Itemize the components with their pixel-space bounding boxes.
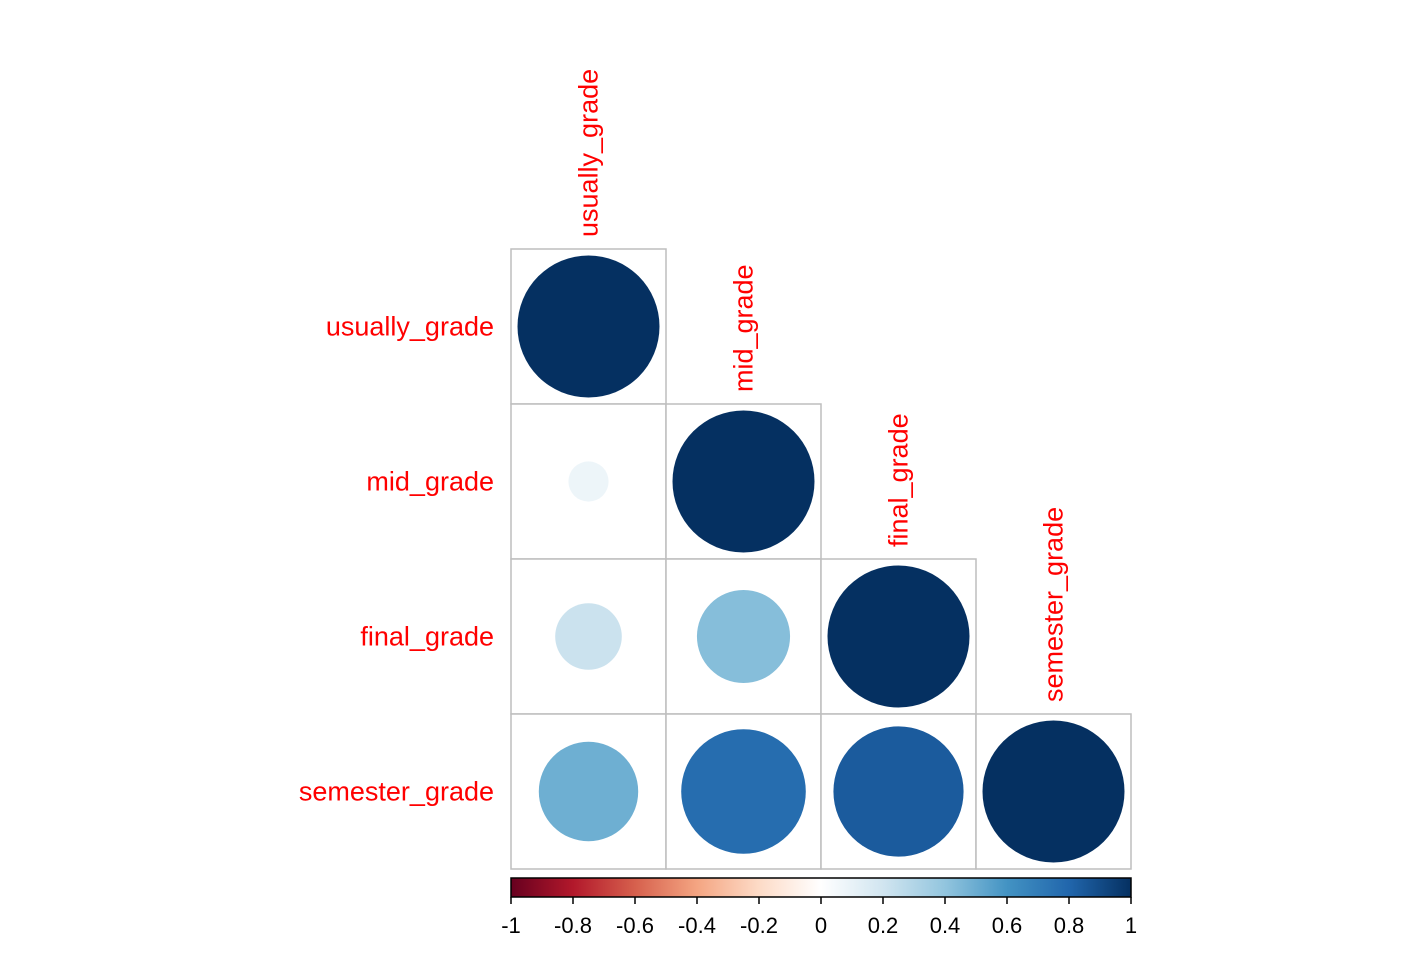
row-label-mid_grade: mid_grade [366, 467, 494, 497]
colorbar-tick-label: -0.2 [740, 913, 778, 938]
colorbar-tick-label: -1 [501, 913, 521, 938]
circle-final_grade-usually_grade [555, 603, 622, 670]
row-labels: usually_grade mid_grade final_gradesemeste… [299, 312, 494, 807]
colorbar-tick-label: 0.2 [868, 913, 899, 938]
circle-usually_grade-usually_grade [517, 255, 660, 398]
row-label-usually_grade: usually_grade [326, 312, 494, 342]
colorbar-gradient [510, 877, 1132, 898]
column-label-usually_grade: usually_grade [574, 69, 604, 237]
circle-semester_grade-usually_grade [538, 741, 639, 842]
circle-semester_grade-semester_grade [982, 720, 1125, 863]
column-labels: usually_grade mid_grade final_gradesemeste… [574, 69, 1069, 702]
colorbar-tick-label: 0.8 [1054, 913, 1085, 938]
circle-mid_grade-mid_grade [672, 410, 815, 553]
colorbar-tick-label: -0.6 [616, 913, 654, 938]
colorbar: -1 -0.8 -0.6 -0.4 -0.2 0 0.2 0.4 0.6 0.8 1 [501, 877, 1137, 938]
column-label-mid_grade: mid_grade [729, 264, 759, 392]
correlation-circles [517, 255, 1125, 863]
colorbar-tick-label: 0.4 [930, 913, 961, 938]
circle-final_grade-final_grade [827, 565, 970, 708]
colorbar-tick-label: 1 [1125, 913, 1137, 938]
colorbar-tick-label: -0.4 [678, 913, 716, 938]
circle-semester_grade-mid_grade [681, 729, 806, 854]
circle-mid_grade-usually_grade [568, 461, 609, 502]
colorbar-tick-label: 0 [815, 913, 827, 938]
circle-final_grade-mid_grade [696, 589, 791, 684]
column-label-semester_grade: semester_grade [1039, 507, 1069, 702]
colorbar-ticks: -1 -0.8 -0.6 -0.4 -0.2 0 0.2 0.4 0.6 0.8 1 [501, 897, 1137, 938]
row-label-final_grade: final_grade [360, 622, 494, 652]
column-label-final_grade: final_grade [884, 413, 914, 547]
colorbar-tick-label: 0.6 [992, 913, 1023, 938]
row-label-semester_grade: semester_grade [299, 777, 494, 807]
colorbar-tick-label: -0.8 [554, 913, 592, 938]
circle-semester_grade-final_grade [833, 726, 964, 857]
